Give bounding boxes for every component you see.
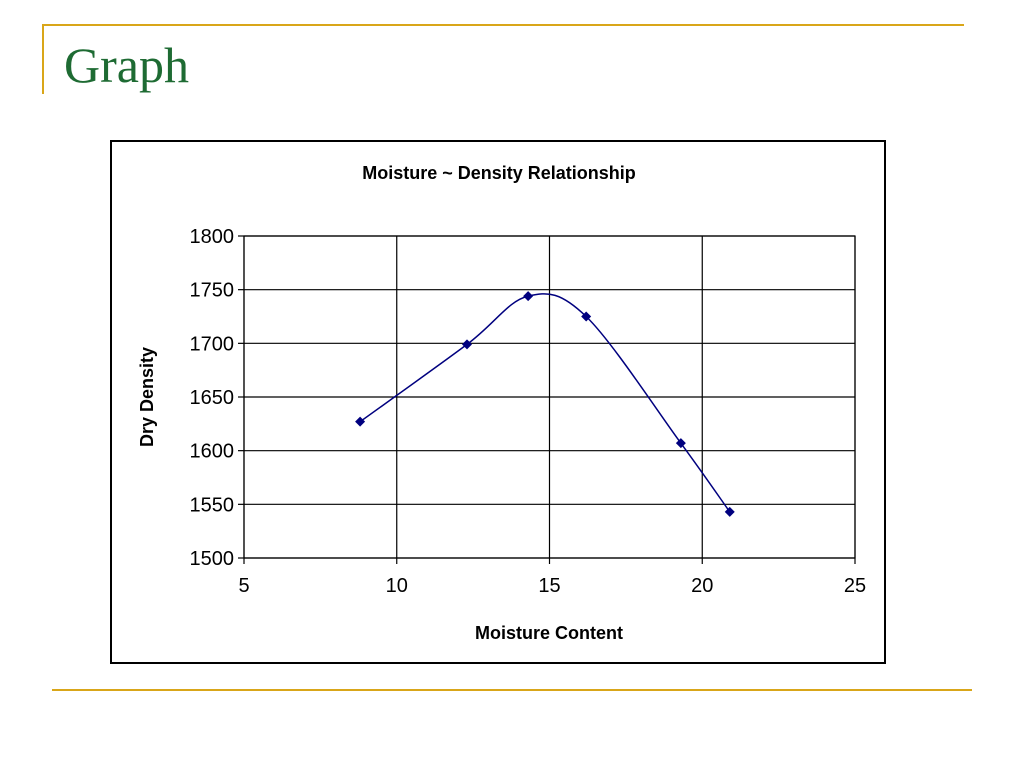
left-accent-rule — [42, 24, 44, 94]
y-tick-label: 1650 — [190, 387, 235, 409]
series-line — [359, 293, 731, 513]
x-tick-label: 5 — [238, 575, 249, 597]
y-axis-label: Dry Density — [137, 347, 157, 447]
chart-title: Moisture ~ Density Relationship — [362, 163, 636, 183]
x-tick-label: 20 — [691, 575, 713, 597]
x-axis-label: Moisture Content — [475, 623, 623, 643]
bottom-accent-rule — [52, 689, 972, 691]
chart-frame: Moisture ~ Density Relationship Moisture… — [110, 140, 886, 664]
moisture-density-chart: Moisture ~ Density Relationship Moisture… — [137, 163, 866, 643]
x-tick-label: 10 — [386, 575, 408, 597]
data-point-marker — [581, 311, 592, 322]
top-accent-rule — [42, 24, 964, 26]
y-tick-label: 1550 — [190, 494, 235, 516]
data-point-marker — [523, 291, 534, 302]
y-tick-label: 1750 — [190, 280, 235, 302]
y-tick-label: 1500 — [190, 548, 235, 570]
slide-title: Graph — [64, 37, 189, 93]
y-tick-label: 1800 — [190, 226, 235, 248]
data-point-marker — [675, 438, 686, 449]
data-point-marker — [355, 416, 366, 427]
y-tick-label: 1600 — [190, 441, 235, 463]
y-tick-label: 1700 — [190, 333, 235, 355]
data-point-marker — [724, 506, 735, 517]
x-tick-label: 15 — [538, 575, 560, 597]
x-tick-label: 25 — [844, 575, 866, 597]
data-point-marker — [462, 339, 473, 350]
